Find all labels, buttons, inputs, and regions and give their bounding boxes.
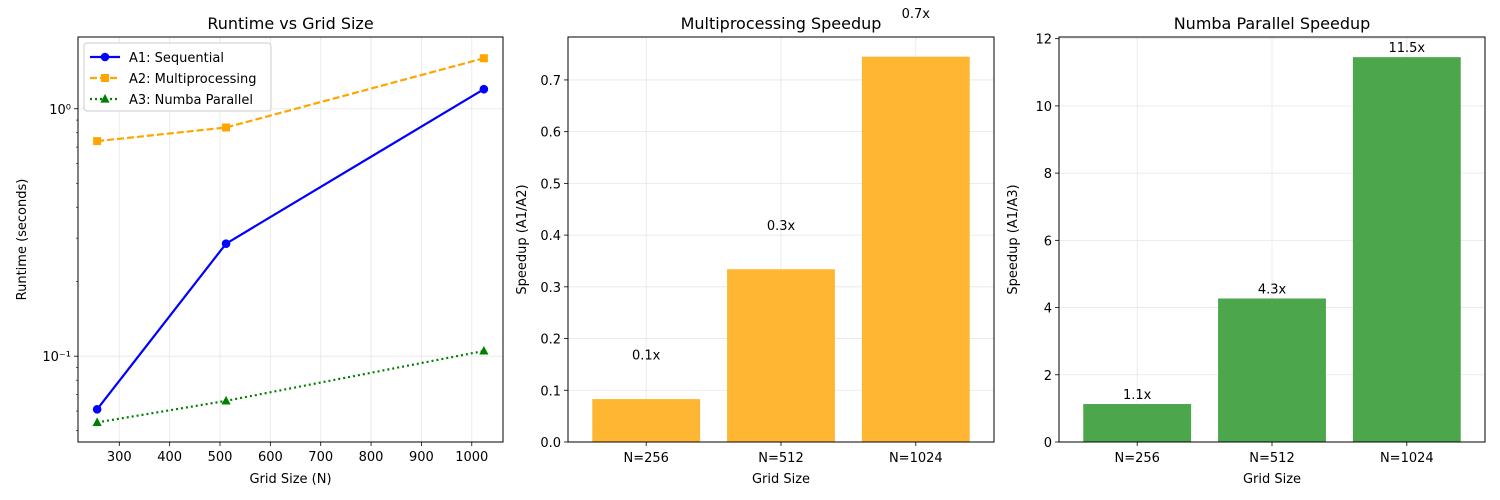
y-tick-label: 0.7: [540, 74, 561, 89]
bar: [592, 399, 701, 442]
x-tick-label: 1000: [455, 450, 488, 465]
bar-data-label: 1.1x: [1123, 388, 1152, 403]
x-tick-label: 300: [107, 450, 132, 465]
bar: [1083, 404, 1192, 442]
x-tick-label: N=512: [758, 451, 803, 466]
legend-entry: A2: Multiprocessing: [129, 72, 257, 87]
y-axis-label: Runtime (seconds): [15, 179, 30, 301]
y-tick-label: 2: [1044, 369, 1052, 384]
legend-marker: [100, 52, 110, 62]
bar-data-label: 0.1x: [632, 348, 661, 363]
x-tick-label: 400: [157, 450, 182, 465]
x-tick-label: 800: [359, 450, 384, 465]
line-chart-panel: 300 400 500 600 700 800 900 1000 10⁻¹ 10⁰ Runtime …: [15, 14, 504, 487]
chart-title: Runtime vs Grid Size: [207, 14, 373, 33]
series-line: [97, 57, 485, 143]
data-point: [221, 395, 231, 405]
y-tick-label: 0.0: [540, 436, 561, 451]
data-point: [221, 239, 231, 248]
y-tick-label: 0.6: [540, 126, 561, 141]
y-tick-label: 0.5: [540, 177, 561, 192]
x-tick-label: N=1024: [889, 451, 943, 466]
x-axis-label: Grid Size: [1243, 472, 1301, 487]
y-axis-label: Speedup (A1/A2): [515, 184, 530, 294]
bar: [1352, 57, 1461, 442]
chart-title: Multiprocessing Speedup: [681, 14, 882, 33]
bar: [727, 269, 835, 442]
data-point: [479, 345, 489, 355]
bar-data-label: 11.5x: [1388, 41, 1425, 56]
legend: A1: Sequential A2: Multiprocessing A3: Num…: [83, 42, 272, 112]
x-tick-label: 500: [208, 450, 233, 465]
bar: [861, 56, 970, 442]
bar-data-label: 4.3x: [1258, 282, 1287, 297]
series-line: [96, 349, 485, 424]
data-point: [479, 54, 488, 63]
data-point: [92, 417, 102, 427]
x-tick-label: 900: [409, 450, 434, 465]
plot-frame: [567, 36, 995, 443]
legend-entry: A3: Numba Parallel: [129, 93, 253, 108]
y-tick-label: 6: [1044, 234, 1052, 249]
x-tick-label: 700: [308, 450, 333, 465]
y-tick-label: 0: [1044, 436, 1052, 451]
y-tick-label: 0.4: [540, 229, 561, 244]
legend-marker: [101, 74, 109, 82]
series-line: [96, 88, 485, 410]
legend-box: [83, 42, 272, 112]
y-tick-label: 10⁰: [49, 103, 71, 118]
data-point: [222, 123, 231, 132]
x-tick-label: N=512: [1249, 451, 1294, 466]
y-axis-label: Speedup (A1/A3): [1006, 184, 1021, 294]
numba-bar-panel: 1.1x N=256 4.3x N=512 11.5x N=1024 0 2 4 6 8 10 12 Nu…: [1006, 14, 1486, 487]
data-point: [93, 137, 102, 146]
y-tick-label: 4: [1044, 302, 1052, 317]
x-tick-label: 600: [258, 450, 283, 465]
legend-entry: A1: Sequential: [129, 51, 224, 66]
legend-marker: [100, 94, 110, 103]
y-tick-label: 0.2: [540, 333, 561, 348]
bar: [1218, 298, 1326, 442]
x-axis-label: Grid Size: [752, 472, 810, 487]
y-tick-label: 10⁻¹: [42, 350, 71, 365]
bar-data-label: 0.7x: [902, 7, 931, 22]
x-axis-label: Grid Size (N): [249, 472, 331, 487]
data-point: [92, 405, 102, 414]
multiprocessing-bar-panel: 0.1x N=256 0.3x N=512 0.7x N=1024 0.0 0.1 0.2 0.3…: [515, 7, 995, 487]
x-tick-label: N=1024: [1380, 451, 1434, 466]
y-tick-label: 0.1: [540, 384, 561, 399]
y-tick-label: 10: [1035, 100, 1052, 115]
x-tick-label: N=256: [623, 451, 668, 466]
bar-data-label: 0.3x: [767, 219, 796, 234]
y-tick-label: 8: [1044, 167, 1052, 182]
data-point: [479, 84, 489, 94]
plot-frame: [77, 36, 504, 443]
plot-frame: [1058, 36, 1486, 443]
x-tick-label: N=256: [1114, 451, 1159, 466]
chart-title: Numba Parallel Speedup: [1174, 14, 1371, 33]
y-tick-label: 0.3: [540, 281, 561, 296]
y-tick-label: 12: [1035, 33, 1052, 48]
